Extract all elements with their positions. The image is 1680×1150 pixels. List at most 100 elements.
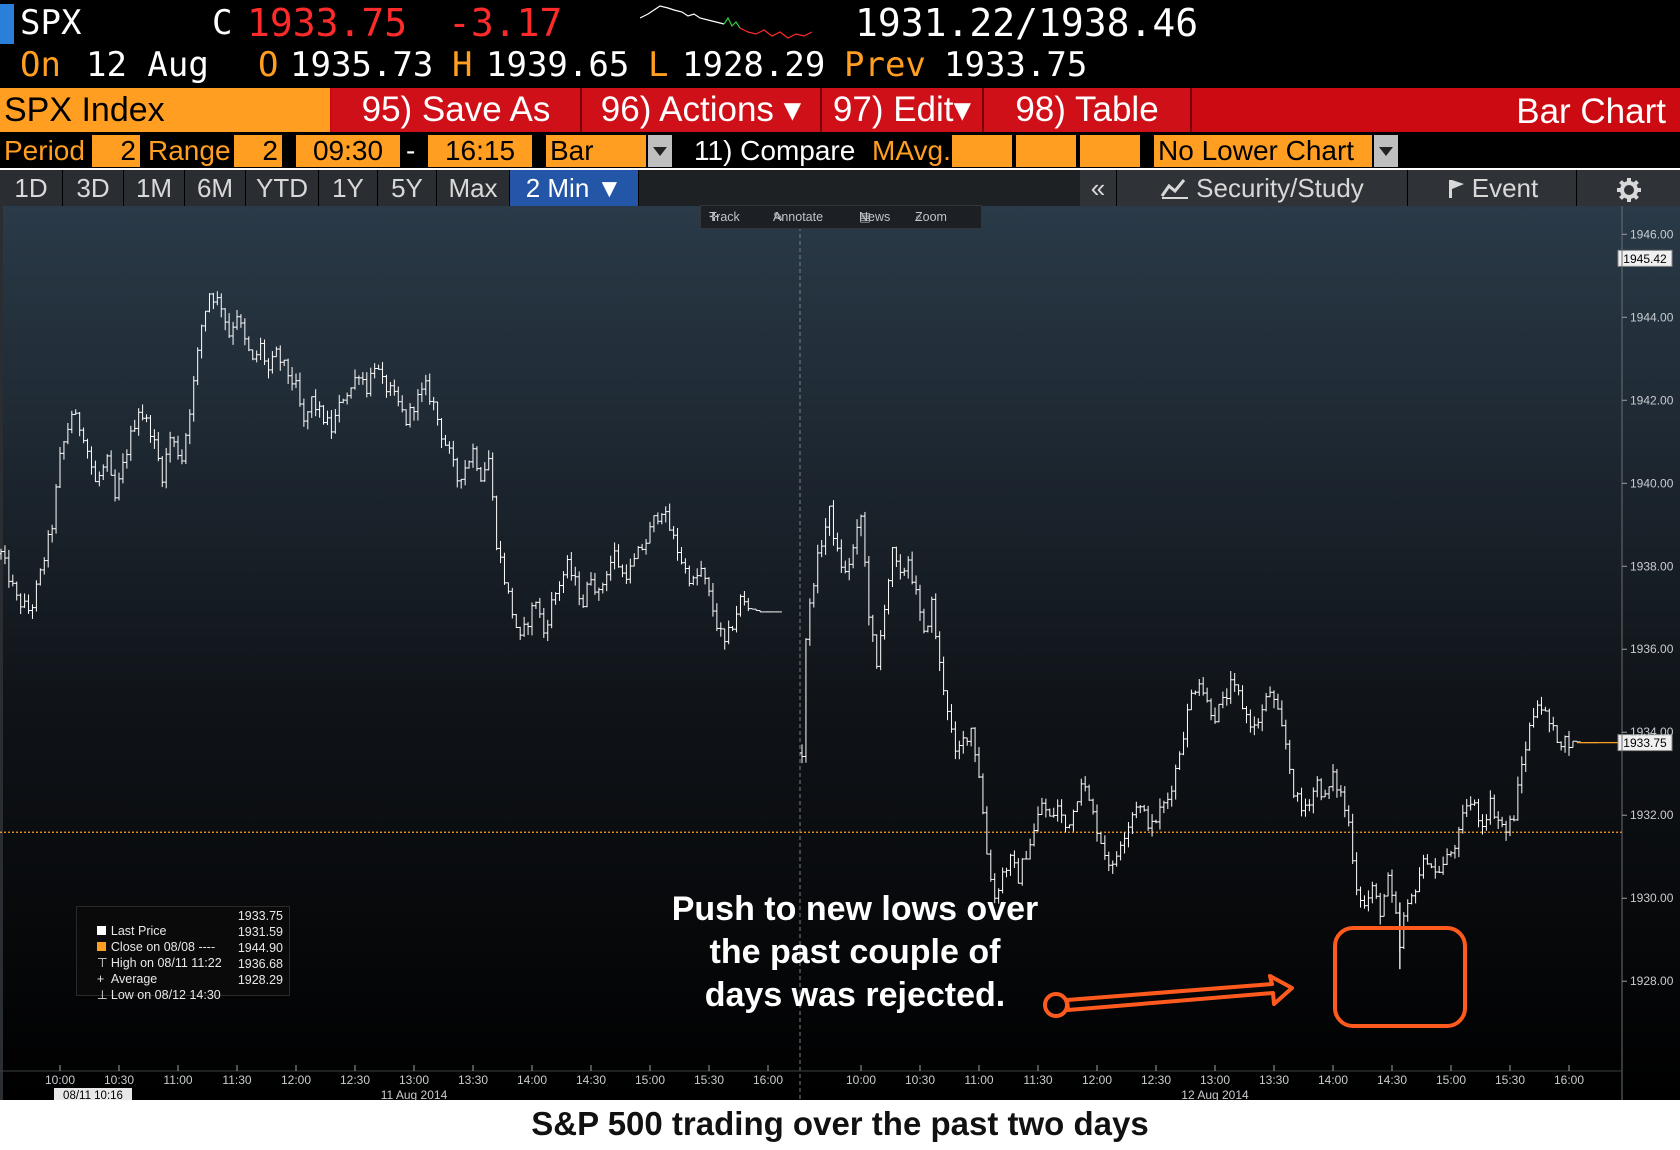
interval-select[interactable]: 2 Min ▼ [510, 170, 639, 206]
start-time-field[interactable]: 09:30 [296, 135, 400, 167]
x-tick-label: 14:00 [517, 1073, 547, 1087]
annotation-arrow [1065, 974, 1294, 1012]
news-icon: ▤ [859, 210, 871, 224]
bid-ask: 1931.22/1938.46 [855, 1, 1199, 45]
x-tick-label: 11:30 [222, 1073, 251, 1087]
ticker[interactable]: SPX [20, 3, 82, 43]
mavg-label: MAvg. [872, 135, 951, 166]
low-label: L [648, 45, 669, 85]
period-field[interactable]: 2 [92, 135, 140, 167]
security-field[interactable]: SPX Index [0, 88, 330, 132]
average-marker-icon: + [96, 972, 105, 986]
crosshair-icon: ✛ [709, 210, 720, 224]
sparkline [640, 5, 813, 39]
mavg-field-1[interactable] [952, 135, 1012, 167]
zoom-label: Zoom [915, 210, 947, 224]
figure-caption: S&P 500 trading over the past two days [531, 1105, 1149, 1142]
tab-1m[interactable]: 1M [124, 170, 185, 206]
legend-average: + Average 1936.68 [83, 957, 283, 986]
high-price-tag-label: 1945.42 [1623, 252, 1667, 266]
annotate-label: Annotate [773, 210, 824, 224]
lower-chart-dropdown[interactable] [1374, 135, 1398, 167]
open-value: 1935.73 [290, 45, 434, 85]
orange-swatch-icon [96, 942, 106, 951]
event-button[interactable]: Event [1408, 170, 1577, 206]
last-price-tag [1617, 734, 1673, 752]
quote-date: 12 Aug [86, 45, 209, 85]
x-tick-label: 13:30 [1259, 1073, 1289, 1087]
save-as-button[interactable]: 95) Save As [332, 88, 582, 132]
range-field[interactable]: 2 [234, 135, 282, 167]
x-tick-label: 13:30 [458, 1073, 488, 1087]
y-tick-label: 1932.00 [1630, 808, 1674, 822]
x-tick-label: 12:00 [281, 1073, 311, 1087]
tab-1y[interactable]: 1Y [319, 170, 378, 206]
high-price-tag [1617, 249, 1673, 267]
y-tick-label: 1938.00 [1630, 559, 1674, 573]
x-tick-label: 12:00 [1082, 1073, 1112, 1087]
x-tick-label: 16:00 [1554, 1073, 1584, 1087]
y-tick-label: 1930.00 [1630, 891, 1674, 905]
open-label: O [258, 45, 279, 85]
options-bar: Period 2 Range 2 09:30 - 16:15 Bar 11) C… [0, 132, 1680, 168]
annotation-text: Push to new lows over the past couple of… [671, 890, 1039, 1014]
legend-high: ⊤ High on 08/11 11:22 1944.90 [83, 941, 283, 970]
x-tick-label: 13:00 [399, 1073, 429, 1087]
last-price-tag-label: 1933.75 [1623, 736, 1667, 750]
security-study-button[interactable]: Security/Study [1117, 170, 1408, 206]
security-study-label: Security/Study [1196, 173, 1364, 203]
x-tick-label: 15:00 [635, 1073, 665, 1087]
collapse-button[interactable]: « [1080, 170, 1117, 206]
bar-type-select[interactable]: Bar [546, 135, 646, 167]
legend-label: Low on 08/12 14:30 [110, 988, 221, 1002]
chart-legend: Last Price 1933.75 Close on 08/08 ---- 1… [76, 906, 290, 1002]
table-button[interactable]: 98) Table [984, 88, 1192, 132]
tab-ytd[interactable]: YTD [246, 170, 319, 206]
white-swatch-icon [96, 926, 106, 935]
x-tick-label: 15:30 [694, 1073, 724, 1087]
cursor-date-label: 08/11 10:16 [63, 1090, 123, 1100]
range-label: Range [148, 135, 231, 166]
legend-last-price: Last Price 1933.75 [83, 909, 283, 938]
high-label: H [452, 45, 473, 85]
y-tick-label: 1934.00 [1630, 725, 1674, 739]
event-label: Event [1471, 173, 1539, 203]
annotation-highlight-box [1333, 926, 1467, 1028]
chevron-down-icon [653, 147, 667, 156]
day-label: 12 Aug 2014 [1181, 1088, 1249, 1100]
y-tick-label: 1928.00 [1630, 974, 1674, 988]
compare-button[interactable]: 11) Compare [694, 135, 856, 166]
y-tick-label: 1936.00 [1630, 642, 1674, 656]
settings-button[interactable] [1577, 170, 1680, 206]
on-label: On [20, 45, 61, 85]
actions-menu[interactable]: 96) Actions ▾ [582, 88, 822, 132]
tab-3d[interactable]: 3D [63, 170, 124, 206]
legend-value: 1928.29 [237, 973, 283, 987]
end-time-field[interactable]: 16:15 [428, 135, 532, 167]
x-tick-label: 10:30 [104, 1073, 134, 1087]
magnifier-icon: ⌕ [915, 210, 923, 224]
bar-type-dropdown[interactable] [648, 135, 672, 167]
edit-menu[interactable]: 97) Edit▾ [822, 88, 984, 132]
chart-toolbox: ✛ Track ✎ Annotate ▤ News ⌕ Zoom [700, 205, 982, 229]
tab-max[interactable]: Max [437, 170, 510, 206]
mavg-field-2[interactable] [1016, 135, 1076, 167]
x-tick-label: 12:30 [340, 1073, 370, 1087]
x-tick-label: 15:00 [1436, 1073, 1466, 1087]
x-tick-label: 11:00 [964, 1073, 993, 1087]
tab-1d[interactable]: 1D [0, 170, 63, 206]
legend-label: Last Price [110, 924, 167, 938]
x-tick-label: 13:00 [1200, 1073, 1230, 1087]
lower-chart-select[interactable]: No Lower Chart [1154, 135, 1372, 167]
pencil-icon: ✎ [773, 210, 784, 224]
mavg-field-3[interactable] [1080, 135, 1140, 167]
legend-low: ⊥ Low on 08/12 14:30 1928.29 [83, 973, 283, 1002]
x-tick-label: 16:00 [753, 1073, 783, 1087]
tab-6m[interactable]: 6M [185, 170, 246, 206]
close-label: C [212, 3, 233, 43]
high-value: 1939.65 [486, 45, 630, 85]
news-label: News [859, 210, 891, 224]
y-tick-label: 1942.00 [1630, 393, 1674, 407]
tab-5y[interactable]: 5Y [378, 170, 437, 206]
x-tick-label: 14:00 [1318, 1073, 1348, 1087]
